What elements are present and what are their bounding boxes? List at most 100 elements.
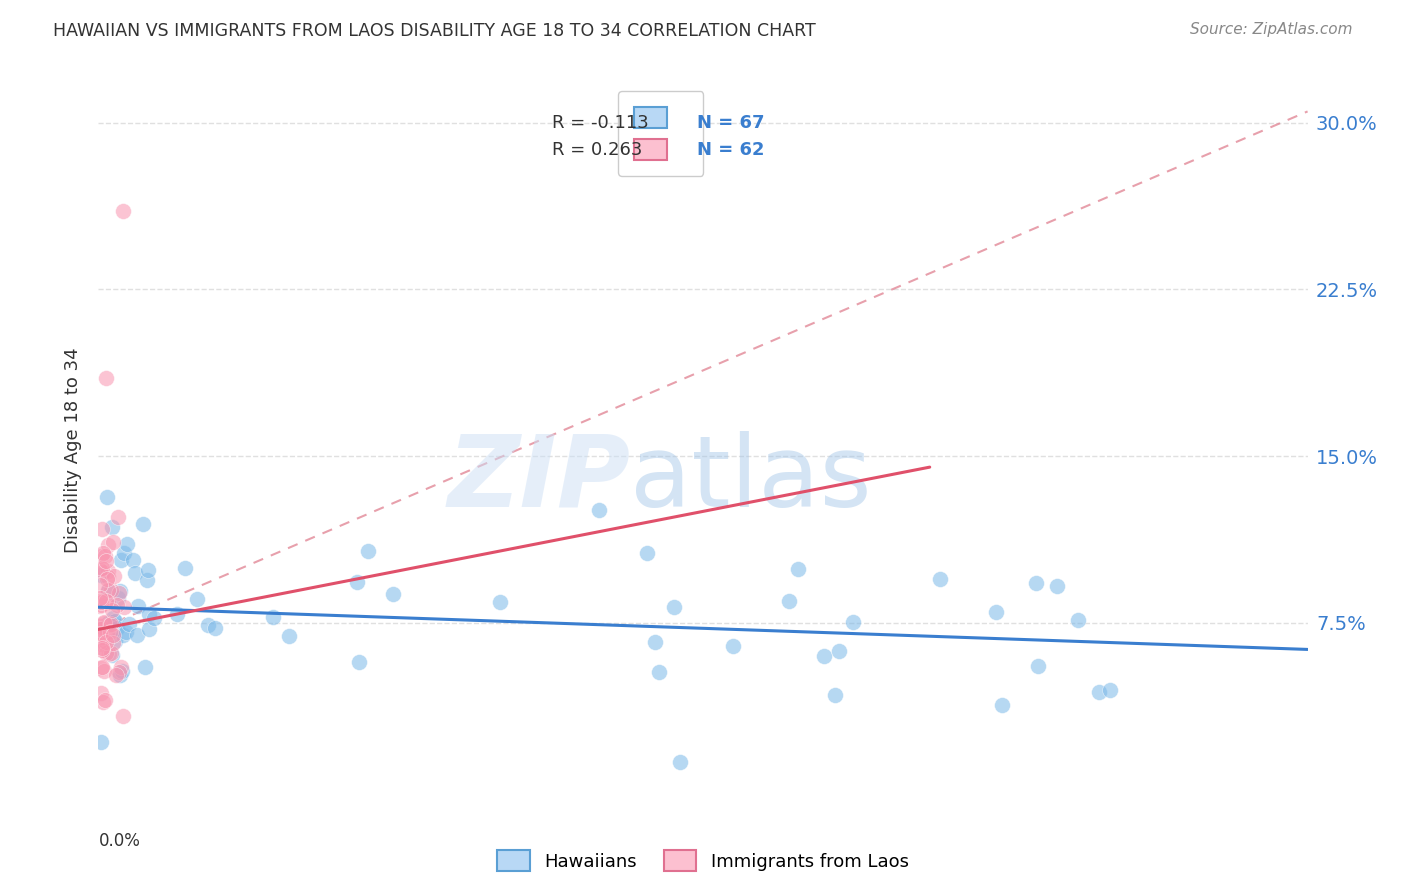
Point <box>103 569 125 583</box>
Point <box>91 640 114 655</box>
Point <box>91 565 114 579</box>
Point <box>928 573 950 587</box>
Point <box>204 621 226 635</box>
Point <box>91 621 114 635</box>
Point <box>100 603 122 617</box>
Point <box>984 605 1007 619</box>
Point <box>90 686 112 700</box>
Point <box>93 635 115 649</box>
Point <box>90 735 112 749</box>
Point <box>90 631 112 645</box>
Point <box>101 648 124 662</box>
Point <box>115 625 138 640</box>
Point <box>174 561 197 575</box>
Text: Source: ZipAtlas.com: Source: ZipAtlas.com <box>1189 22 1353 37</box>
Point <box>90 522 112 536</box>
Point <box>93 615 115 630</box>
Point <box>103 611 125 625</box>
Point <box>98 618 121 632</box>
Point <box>1026 659 1049 673</box>
Point <box>97 569 120 583</box>
Point <box>97 647 120 661</box>
Point <box>104 634 127 648</box>
Point <box>262 610 284 624</box>
Point <box>346 575 368 590</box>
Point <box>112 546 135 560</box>
Point <box>108 584 131 599</box>
Point <box>90 549 112 563</box>
Point <box>127 627 149 641</box>
Y-axis label: Disability Age 18 to 34: Disability Age 18 to 34 <box>65 348 83 553</box>
Point <box>122 553 145 567</box>
Point <box>96 625 118 640</box>
Point <box>107 591 129 605</box>
Point <box>94 594 117 608</box>
Point <box>127 599 149 613</box>
Point <box>89 599 111 614</box>
Point <box>107 509 129 524</box>
Point <box>636 545 658 559</box>
Point <box>89 578 111 592</box>
Point <box>90 598 112 612</box>
Point <box>124 566 146 581</box>
Point <box>489 595 512 609</box>
Point <box>112 628 135 642</box>
Point <box>1088 685 1111 699</box>
Point <box>97 583 120 598</box>
Point <box>110 660 132 674</box>
Point <box>89 591 111 606</box>
Point <box>669 756 692 770</box>
Point <box>166 607 188 622</box>
Point <box>93 549 115 563</box>
Point <box>100 519 122 533</box>
Point <box>100 646 122 660</box>
Point <box>89 627 111 641</box>
Point <box>93 664 115 678</box>
Point <box>100 582 122 597</box>
Point <box>111 665 134 679</box>
Point <box>105 667 128 681</box>
Point <box>94 371 117 385</box>
Point <box>112 599 135 614</box>
Point <box>100 615 122 629</box>
Point <box>97 594 120 608</box>
Point <box>381 587 404 601</box>
Point <box>90 661 112 675</box>
Text: 0.0%: 0.0% <box>98 832 141 850</box>
Legend:  ,  : , <box>619 91 703 176</box>
Point <box>101 635 124 649</box>
Point <box>96 490 118 504</box>
Point <box>93 615 115 630</box>
Point <box>115 536 138 550</box>
Point <box>142 611 165 625</box>
Point <box>91 660 114 674</box>
Point <box>104 614 127 628</box>
Point <box>786 562 808 576</box>
Point <box>90 567 112 582</box>
Point <box>778 593 800 607</box>
Point <box>94 646 117 660</box>
Point <box>94 554 117 568</box>
Point <box>138 622 160 636</box>
Point <box>842 615 865 630</box>
Point <box>186 591 208 606</box>
Text: N = 67: N = 67 <box>697 114 765 133</box>
Point <box>824 688 846 702</box>
Point <box>357 543 380 558</box>
Point <box>349 655 371 669</box>
Point <box>90 642 112 657</box>
Text: R = -0.113: R = -0.113 <box>551 114 648 133</box>
Point <box>648 665 671 679</box>
Point <box>97 564 120 578</box>
Point <box>828 644 851 658</box>
Point <box>94 635 117 649</box>
Point <box>644 634 666 648</box>
Point <box>111 204 134 219</box>
Point <box>101 534 124 549</box>
Text: N = 62: N = 62 <box>697 141 765 159</box>
Point <box>105 598 128 612</box>
Point <box>108 585 131 599</box>
Point <box>278 628 301 642</box>
Point <box>89 622 111 636</box>
Point <box>134 660 156 674</box>
